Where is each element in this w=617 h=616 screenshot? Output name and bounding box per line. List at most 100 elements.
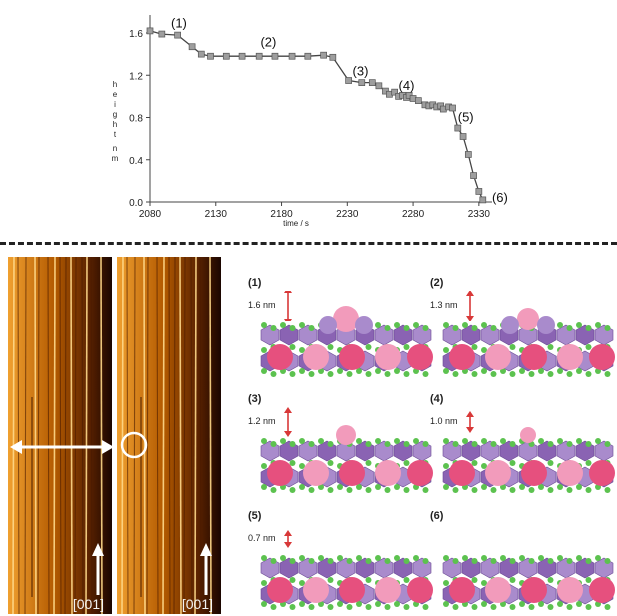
atom bbox=[422, 604, 429, 610]
atom bbox=[403, 558, 410, 564]
atom bbox=[346, 371, 353, 377]
atom bbox=[481, 484, 487, 490]
cage bbox=[407, 577, 433, 603]
atom bbox=[547, 577, 554, 583]
atom bbox=[299, 555, 305, 561]
y-axis-label-char: t bbox=[114, 130, 117, 139]
point-annotation: (2) bbox=[260, 35, 276, 50]
atom bbox=[375, 438, 381, 444]
atom bbox=[452, 371, 459, 377]
atom bbox=[490, 371, 497, 377]
step-edge bbox=[12, 257, 15, 614]
atom bbox=[509, 577, 516, 583]
cage bbox=[589, 460, 615, 486]
atom bbox=[403, 487, 410, 493]
atom bbox=[557, 601, 563, 607]
atom bbox=[462, 322, 468, 328]
atom bbox=[308, 604, 315, 610]
molecular-structure bbox=[442, 427, 615, 493]
top-cage bbox=[501, 316, 519, 334]
step-edge bbox=[156, 257, 159, 614]
cage bbox=[407, 460, 433, 486]
point-annotation: (5) bbox=[458, 110, 474, 125]
atom bbox=[365, 441, 372, 447]
atom bbox=[547, 344, 554, 350]
data-point bbox=[454, 124, 462, 132]
atom bbox=[261, 322, 267, 328]
atom bbox=[471, 604, 478, 610]
atom bbox=[261, 555, 267, 561]
cage bbox=[557, 344, 583, 370]
atom bbox=[346, 604, 353, 610]
panel-6: (6) bbox=[430, 510, 615, 616]
step-edge bbox=[34, 257, 37, 614]
atom bbox=[481, 368, 487, 374]
atom bbox=[403, 371, 410, 377]
atom bbox=[270, 487, 277, 493]
y-tick-label: 0.4 bbox=[129, 156, 143, 167]
step-edge bbox=[143, 257, 146, 614]
atom bbox=[270, 604, 277, 610]
atom bbox=[585, 441, 592, 447]
atom bbox=[356, 438, 362, 444]
data-point bbox=[174, 31, 181, 39]
x-tick-label: 2280 bbox=[402, 209, 425, 220]
top-cage bbox=[517, 308, 539, 330]
step-edge bbox=[162, 257, 165, 614]
atom bbox=[585, 604, 592, 610]
atom bbox=[327, 371, 334, 377]
step-edge bbox=[59, 257, 62, 614]
height-arrow-icon bbox=[466, 411, 474, 433]
atom bbox=[471, 371, 478, 377]
data-point bbox=[375, 82, 383, 90]
cage bbox=[267, 460, 293, 486]
atom bbox=[289, 371, 296, 377]
atom bbox=[538, 368, 544, 374]
atom bbox=[452, 604, 459, 610]
atom bbox=[576, 322, 582, 328]
cage bbox=[303, 460, 329, 486]
atom bbox=[394, 555, 400, 561]
atom bbox=[403, 441, 410, 447]
atom bbox=[327, 577, 334, 583]
atom bbox=[576, 484, 582, 490]
x-axis-label: time / s bbox=[283, 219, 309, 228]
atom bbox=[490, 604, 497, 610]
step-edge bbox=[81, 257, 84, 614]
chart-labels: 2080 2130 2180 2230 2280 2330 0.0 0.4 0.8 1.2 1.6 t… bbox=[112, 16, 508, 228]
atom bbox=[365, 371, 372, 377]
direction-label-left: [001] bbox=[72, 596, 104, 612]
data-point bbox=[459, 133, 467, 140]
atom bbox=[375, 601, 381, 607]
cage bbox=[589, 344, 615, 370]
y-tick-label: 1.2 bbox=[129, 71, 143, 82]
atom bbox=[481, 347, 487, 353]
atom bbox=[327, 460, 334, 466]
atom bbox=[576, 555, 582, 561]
x-tick-label: 2230 bbox=[336, 209, 359, 220]
atom bbox=[566, 325, 573, 331]
atom bbox=[557, 484, 563, 490]
atom bbox=[422, 325, 429, 331]
atom bbox=[471, 441, 478, 447]
atom bbox=[604, 325, 611, 331]
cage bbox=[375, 577, 401, 603]
atom bbox=[509, 344, 516, 350]
atom bbox=[528, 487, 535, 493]
cage bbox=[339, 460, 365, 486]
atom bbox=[471, 460, 478, 466]
atom bbox=[557, 322, 563, 328]
atom bbox=[299, 322, 305, 328]
step-edge bbox=[53, 257, 56, 614]
highlight-circle bbox=[120, 431, 148, 459]
atom bbox=[538, 438, 544, 444]
data-point bbox=[479, 196, 487, 204]
atom bbox=[547, 604, 554, 610]
atom bbox=[471, 344, 478, 350]
atom bbox=[443, 463, 449, 469]
y-axis-label-char: g bbox=[113, 110, 117, 119]
atom bbox=[509, 460, 516, 466]
atom bbox=[318, 555, 324, 561]
atom bbox=[452, 441, 459, 447]
height-arrow-icon bbox=[284, 530, 292, 548]
